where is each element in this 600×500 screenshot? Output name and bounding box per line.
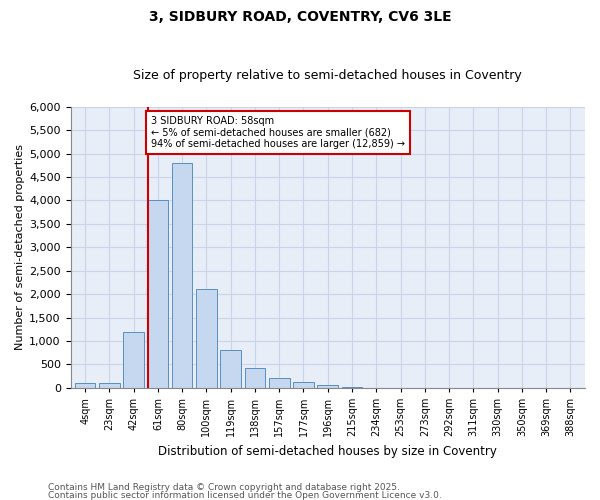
Text: 3, SIDBURY ROAD, COVENTRY, CV6 3LE: 3, SIDBURY ROAD, COVENTRY, CV6 3LE bbox=[149, 10, 451, 24]
Bar bbox=[196, 290, 217, 388]
Bar bbox=[148, 200, 168, 388]
Text: Contains public sector information licensed under the Open Government Licence v3: Contains public sector information licen… bbox=[48, 490, 442, 500]
Bar bbox=[317, 386, 338, 388]
Bar bbox=[172, 163, 193, 388]
Bar bbox=[269, 378, 290, 388]
Bar bbox=[99, 383, 119, 388]
Text: Contains HM Land Registry data © Crown copyright and database right 2025.: Contains HM Land Registry data © Crown c… bbox=[48, 484, 400, 492]
Title: Size of property relative to semi-detached houses in Coventry: Size of property relative to semi-detach… bbox=[133, 69, 522, 82]
Y-axis label: Number of semi-detached properties: Number of semi-detached properties bbox=[15, 144, 25, 350]
Bar bbox=[75, 383, 95, 388]
X-axis label: Distribution of semi-detached houses by size in Coventry: Distribution of semi-detached houses by … bbox=[158, 444, 497, 458]
Bar bbox=[220, 350, 241, 388]
Bar bbox=[293, 382, 314, 388]
Text: 3 SIDBURY ROAD: 58sqm
← 5% of semi-detached houses are smaller (682)
94% of semi: 3 SIDBURY ROAD: 58sqm ← 5% of semi-detac… bbox=[151, 116, 405, 150]
Bar bbox=[245, 368, 265, 388]
Bar bbox=[342, 387, 362, 388]
Bar bbox=[123, 332, 144, 388]
